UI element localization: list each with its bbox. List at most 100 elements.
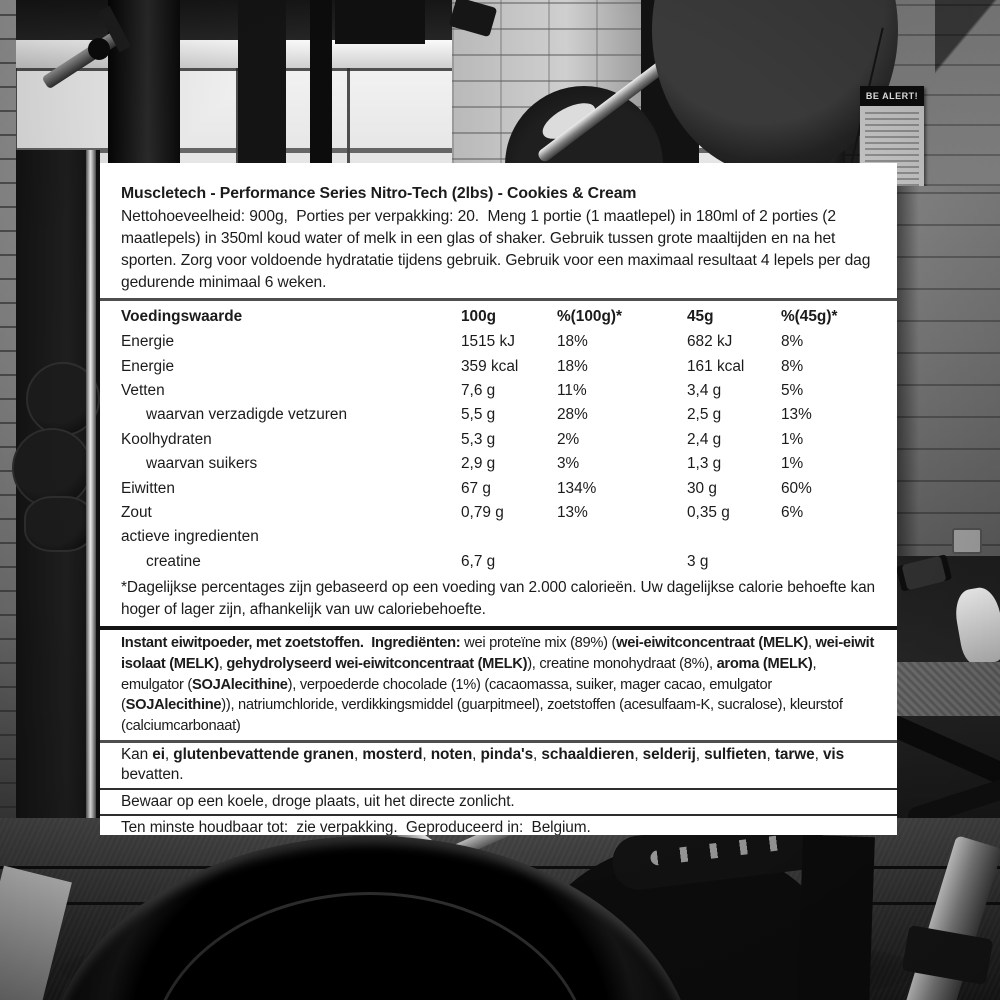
shelf-life-note: Ten minste houdbaar tot: zie verpakking.… <box>121 818 591 835</box>
dumbbell <box>24 496 94 552</box>
plain-text: , <box>422 745 431 763</box>
nutrition-header-row: Voedingswaarde 100g %(100g)* 45g %(45g)* <box>121 304 876 330</box>
plain-text: , <box>695 745 705 763</box>
plain-text: , <box>807 634 816 651</box>
nutrition-row: Zout 0,79 g 13% 0,35 g 6% <box>121 501 876 525</box>
nutrition-cell: Voedingswaarde <box>121 308 243 325</box>
plain-text: , emulgator ( <box>121 655 821 693</box>
divider <box>100 298 897 301</box>
nutrition-cell: 7,6 g <box>461 381 496 399</box>
nutrition-cell: 8% <box>781 357 804 375</box>
plain-text: bevatten. <box>121 745 849 784</box>
nutrition-cell: waarvan suikers <box>146 455 258 473</box>
nutrition-cell: %(100g)* <box>557 308 623 325</box>
emphasized-text: aroma (MELK) <box>716 655 813 672</box>
plain-text: Kan <box>121 745 153 763</box>
divider <box>100 813 897 816</box>
nutrition-cell: waarvan verzadigde vetzuren <box>146 406 348 424</box>
bench-pad <box>897 662 1000 716</box>
poster-title: BE ALERT! <box>860 86 924 106</box>
allergen-paragraph: Kan ei, glutenbevattende granen, mosterd… <box>121 745 876 786</box>
emphasized-text: SOJAlecithine <box>191 676 288 693</box>
emphasized-text: gehydrolyseerd wei-eiwitconcentraat (MEL… <box>226 655 528 672</box>
nutrition-cell: Eiwitten <box>121 479 175 497</box>
window-sill <box>14 148 850 153</box>
nutrition-table: Voedingswaarde 100g %(100g)* 45g %(45g)* Ener… <box>121 304 876 574</box>
divider <box>100 739 897 743</box>
emphasized-text: tarwe <box>774 745 815 763</box>
nutrition-cell: 359 kcal <box>461 357 519 375</box>
emphasized-text: wei-eiwitconcentraat (MELK) <box>616 634 808 651</box>
plain-text: , <box>218 655 227 672</box>
nutrition-cell: 1515 kJ <box>461 333 515 351</box>
plain-text: , <box>164 745 174 763</box>
nutrition-cell: 2,9 g <box>461 455 496 473</box>
emphasized-text: wei-eiwit isolaat (MELK) <box>121 634 878 672</box>
nutrition-cell: 6,7 g <box>461 552 496 570</box>
nutrition-cell: Zout <box>121 503 152 521</box>
nutrition-cell: 1% <box>781 430 804 448</box>
nutrition-cell: 67 g <box>461 479 491 497</box>
beam-clamp <box>335 0 425 44</box>
nutrition-cell: 161 kcal <box>687 357 745 375</box>
nutrition-cell: 134% <box>557 479 597 497</box>
nutrition-cell: 8% <box>781 333 804 351</box>
nutrition-cell: 30 g <box>687 479 717 497</box>
emphasized-text: vis <box>822 745 845 763</box>
nutrition-cell: 100g <box>461 308 497 325</box>
nutrition-cell: 5,3 g <box>461 430 496 448</box>
storage-note: Bewaar op een koele, droge plaats, uit h… <box>121 792 515 810</box>
divider <box>100 787 897 790</box>
nutrition-row: Koolhydraten 5,3 g 2% 2,4 g 1% <box>121 428 876 452</box>
machine-upright <box>238 0 286 186</box>
chrome-pole <box>86 150 96 940</box>
emphasized-text: selderij <box>642 745 696 763</box>
nutrition-cell: 0,79 g <box>461 503 504 521</box>
wall-corner-shadow <box>935 0 1000 78</box>
divider <box>100 625 897 630</box>
ingredients-paragraph: Instant eiwitpoeder, met zoetstoffen. In… <box>121 633 876 737</box>
emphasized-text: noten <box>430 745 473 763</box>
nutrition-cell: 1% <box>781 455 804 473</box>
plain-text: , <box>533 745 542 763</box>
nutrition-cell: 682 kJ <box>687 333 733 351</box>
emphasized-text: Instant eiwitpoeder, met zoetstoffen. In… <box>121 634 461 651</box>
nutrition-cell: Vetten <box>121 381 165 399</box>
nutrition-cell: 18% <box>557 357 588 375</box>
plain-text: , <box>634 745 643 763</box>
plain-text: )), natriumchloride, verdikkingsmiddel (… <box>121 697 847 735</box>
wall-socket <box>952 528 982 554</box>
nutrition-cell: 1,3 g <box>687 455 722 473</box>
nutrition-row: Energie 1515 kJ 18% 682 kJ 8% <box>121 330 876 354</box>
nutrition-row: creatine 6,7 g 3 g <box>121 550 876 574</box>
emphasized-text: sulfieten <box>704 745 767 763</box>
nutrition-cell: 11% <box>557 381 587 399</box>
nutrition-cell: 5,5 g <box>461 406 496 424</box>
plain-text: wei proteïne mix (89%) ( <box>460 634 617 651</box>
nutrition-cell: 2,5 g <box>687 406 722 424</box>
nutrition-cell: %(45g)* <box>781 308 838 325</box>
nutrition-cell: 0,35 g <box>687 503 730 521</box>
nutrition-cell: Energie <box>121 333 175 351</box>
machine-upright <box>310 0 332 186</box>
plain-text: , <box>472 745 481 763</box>
plain-text: ), creatine monohydraat (8%), <box>527 655 717 672</box>
nutrition-cell: 13% <box>557 503 588 521</box>
nutrition-cell: 2% <box>557 430 580 448</box>
plain-text: , <box>353 745 363 763</box>
plain-text: , <box>814 745 823 763</box>
emphasized-text: pinda's <box>480 745 534 763</box>
nutrition-cell: 3% <box>557 455 580 473</box>
pulley-wheel <box>88 38 110 60</box>
nutrition-row: actieve ingredienten <box>121 525 876 549</box>
nutrition-cell: 5% <box>781 381 804 399</box>
nutrition-cell: 3,4 g <box>687 381 722 399</box>
nutrition-row: waarvan verzadigde vetzuren 5,5 g 28% 2,5 g… <box>121 403 876 427</box>
emphasized-text: SOJAlecithine <box>125 697 222 714</box>
product-label-card: Muscletech - Performance Series Nitro-Te… <box>100 163 897 835</box>
daily-value-footnote: *Dagelijkse percentages zijn gebaseerd o… <box>121 578 880 618</box>
emphasized-text: mosterd <box>362 745 423 763</box>
product-title: Muscletech - Performance Series Nitro-Te… <box>121 185 637 202</box>
emphasized-text: ei <box>152 745 165 763</box>
